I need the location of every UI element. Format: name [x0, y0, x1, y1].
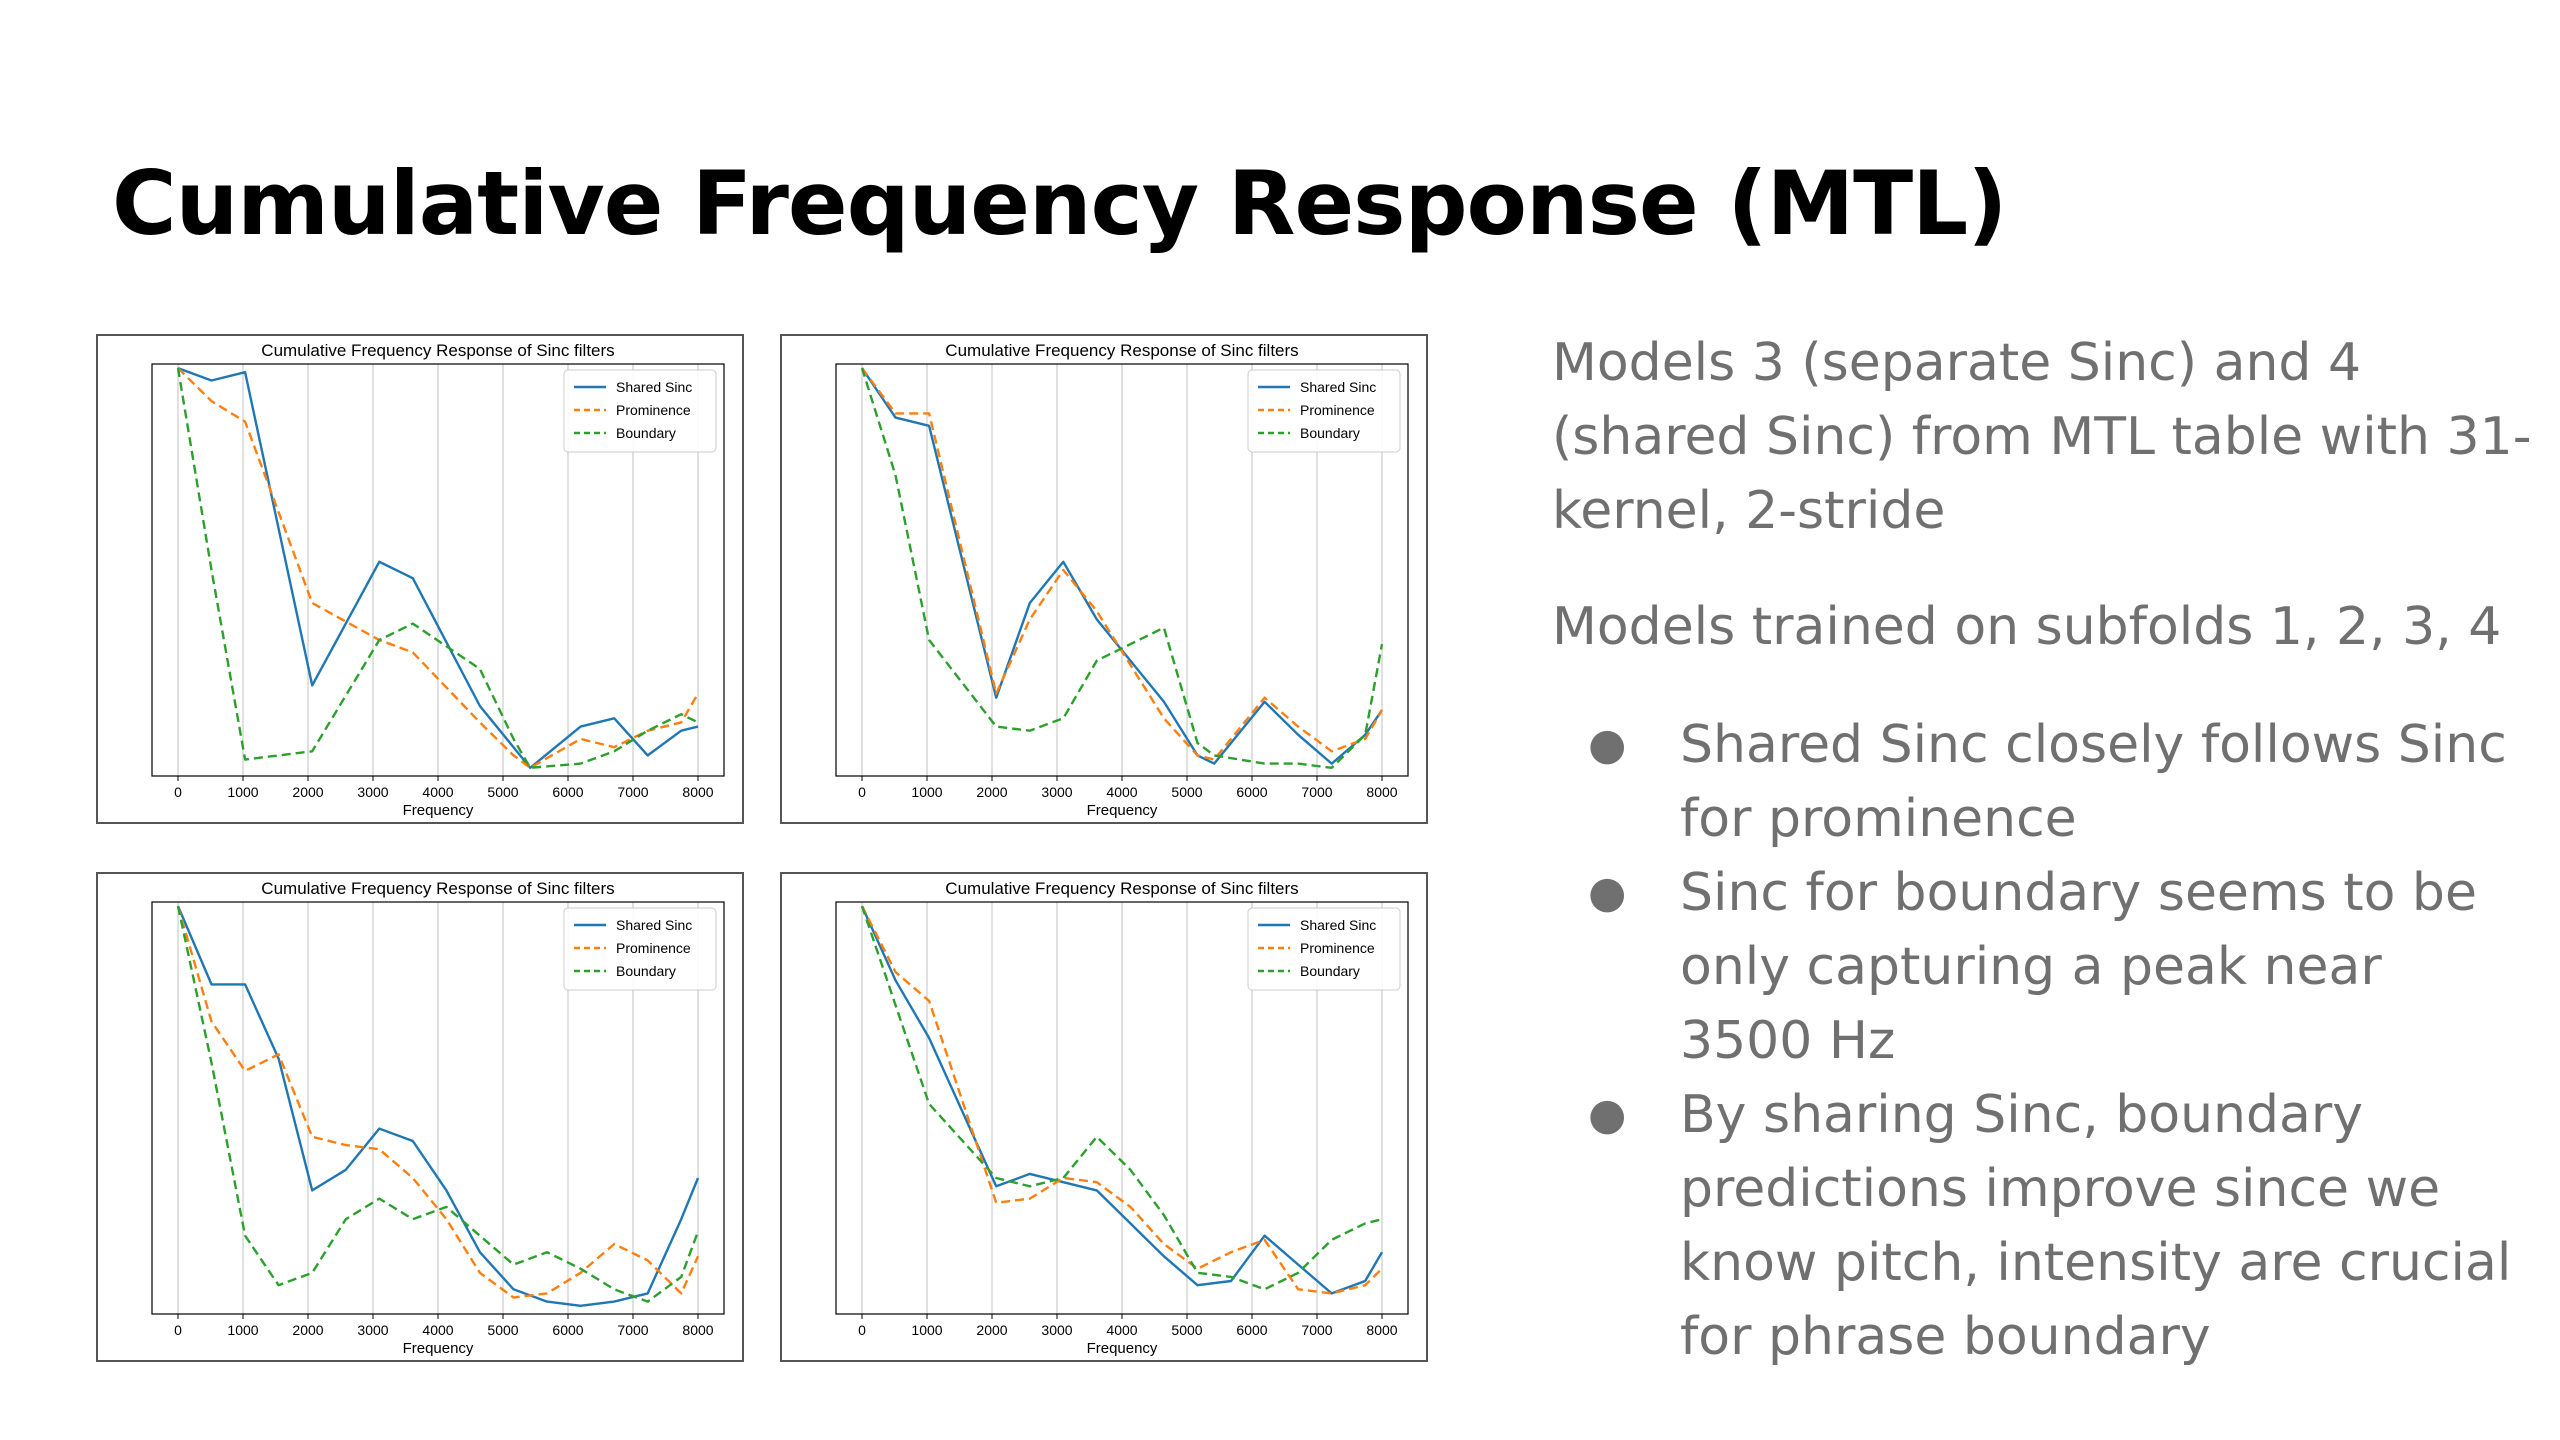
- series-line-prominence: [861, 367, 1384, 761]
- legend-box: [1247, 907, 1401, 991]
- x-tick-label: 6000: [552, 784, 583, 800]
- chart-svg: Cumulative Frequency Response of Sinc fi…: [151, 879, 725, 1357]
- x-tick-label: 0: [858, 784, 866, 800]
- x-axis-label: Frequency: [1087, 1340, 1158, 1357]
- series-line-shared-sinc: [177, 366, 699, 769]
- chart-svg: Cumulative Frequency Response of Sinc fi…: [835, 879, 1409, 1357]
- x-tick-label: 5000: [487, 784, 518, 800]
- x-tick-label: 5000: [487, 1322, 518, 1338]
- x-tick-label: 5000: [1171, 784, 1202, 800]
- x-tick-label: 4000: [422, 784, 453, 800]
- series-line-boundary: [176, 905, 700, 1303]
- chart-top-left: Cumulative Frequency Response of Sinc fi…: [96, 334, 744, 824]
- x-tick-label: 4000: [1106, 784, 1137, 800]
- x-tick-label: 0: [174, 784, 182, 800]
- x-tick-label: 1000: [911, 1322, 942, 1338]
- x-axis-label: Frequency: [1087, 802, 1158, 819]
- chart-title: Cumulative Frequency Response of Sinc fi…: [261, 879, 614, 898]
- series-line-shared-sinc: [860, 905, 1384, 1295]
- legend-label: Shared Sinc: [1300, 917, 1376, 933]
- x-tick-label: 3000: [357, 1322, 388, 1338]
- bullet-text: Sinc for boundary seems to be only captu…: [1680, 863, 2477, 1071]
- x-tick-label: 4000: [422, 1322, 453, 1338]
- x-tick-label: 1000: [227, 1322, 258, 1338]
- chart-top-right: Cumulative Frequency Response of Sinc fi…: [780, 334, 1428, 824]
- x-tick-label: 2000: [292, 784, 323, 800]
- x-tick-label: 3000: [357, 784, 388, 800]
- bullet-list: ● Shared Sinc closely follows Sinc for pr…: [1580, 708, 2520, 1374]
- x-tick-label: 7000: [1301, 1322, 1332, 1338]
- x-tick-label: 0: [858, 1322, 866, 1338]
- x-tick-label: 7000: [1301, 784, 1332, 800]
- bullet-text: By sharing Sinc, boundary predictions im…: [1680, 1085, 2512, 1367]
- legend-label: Boundary: [1300, 963, 1360, 979]
- legend-label: Shared Sinc: [1300, 379, 1376, 395]
- x-tick-label: 8000: [682, 1322, 713, 1338]
- series-line-boundary: [176, 367, 699, 769]
- chart-bottom-left: Cumulative Frequency Response of Sinc fi…: [96, 872, 744, 1362]
- legend-label: Prominence: [616, 940, 691, 956]
- legend-label: Boundary: [1300, 425, 1360, 441]
- x-tick-label: 8000: [1366, 784, 1397, 800]
- x-tick-label: 0: [174, 1322, 182, 1338]
- x-tick-label: 7000: [617, 784, 648, 800]
- x-tick-label: 2000: [292, 1322, 323, 1338]
- legend-label: Boundary: [616, 963, 676, 979]
- series-line-prominence: [176, 905, 700, 1299]
- bullet-icon: ●: [1588, 1089, 1627, 1140]
- x-tick-label: 8000: [1366, 1322, 1397, 1338]
- series-line-shared-sinc: [176, 905, 700, 1307]
- legend-box: [563, 369, 717, 453]
- x-tick-label: 2000: [976, 784, 1007, 800]
- x-tick-label: 3000: [1041, 1322, 1072, 1338]
- chart-svg: Cumulative Frequency Response of Sinc fi…: [151, 341, 725, 819]
- bullet-item: ● By sharing Sinc, boundary predictions i…: [1580, 1078, 2520, 1374]
- series-line-prominence: [860, 905, 1383, 1295]
- x-axis-label: Frequency: [403, 1340, 474, 1357]
- x-tick-label: 2000: [976, 1322, 1007, 1338]
- x-tick-label: 4000: [1106, 1322, 1137, 1338]
- legend-label: Prominence: [1300, 940, 1375, 956]
- x-tick-label: 5000: [1171, 1322, 1202, 1338]
- x-axis-label: Frequency: [403, 802, 474, 819]
- description-paragraph: Models 3 (separate Sinc) and 4 (shared S…: [1552, 333, 2532, 541]
- series-line-boundary: [860, 367, 1384, 769]
- x-tick-label: 6000: [1236, 784, 1267, 800]
- chart-title: Cumulative Frequency Response of Sinc fi…: [945, 341, 1298, 360]
- bullet-icon: ●: [1588, 867, 1627, 918]
- x-tick-label: 3000: [1041, 784, 1072, 800]
- series-line-shared-sinc: [861, 367, 1383, 765]
- x-tick-label: 7000: [617, 1322, 648, 1338]
- legend-label: Boundary: [616, 425, 676, 441]
- chart-svg: Cumulative Frequency Response of Sinc fi…: [835, 341, 1409, 819]
- legend-label: Prominence: [1300, 402, 1375, 418]
- bullet-text: Shared Sinc closely follows Sinc for pro…: [1680, 715, 2507, 849]
- legend-box: [563, 907, 717, 991]
- legend-label: Shared Sinc: [616, 917, 692, 933]
- subfolds-paragraph: Models trained on subfolds 1, 2, 3, 4: [1552, 597, 2502, 657]
- legend-label: Prominence: [616, 402, 691, 418]
- x-tick-label: 8000: [682, 784, 713, 800]
- chart-title: Cumulative Frequency Response of Sinc fi…: [945, 879, 1298, 898]
- x-tick-label: 1000: [227, 784, 258, 800]
- bullet-item: ● Sinc for boundary seems to be only capt…: [1580, 856, 2520, 1078]
- bullet-item: ● Shared Sinc closely follows Sinc for pr…: [1580, 708, 2520, 856]
- legend-box: [1247, 369, 1401, 453]
- chart-title: Cumulative Frequency Response of Sinc fi…: [261, 341, 614, 360]
- x-tick-label: 6000: [1236, 1322, 1267, 1338]
- chart-bottom-right: Cumulative Frequency Response of Sinc fi…: [780, 872, 1428, 1362]
- x-tick-label: 6000: [552, 1322, 583, 1338]
- slide-title: Cumulative Frequency Response (MTL): [112, 152, 2007, 255]
- x-tick-label: 1000: [911, 784, 942, 800]
- series-line-boundary: [860, 905, 1383, 1291]
- legend-label: Shared Sinc: [616, 379, 692, 395]
- bullet-icon: ●: [1588, 719, 1627, 770]
